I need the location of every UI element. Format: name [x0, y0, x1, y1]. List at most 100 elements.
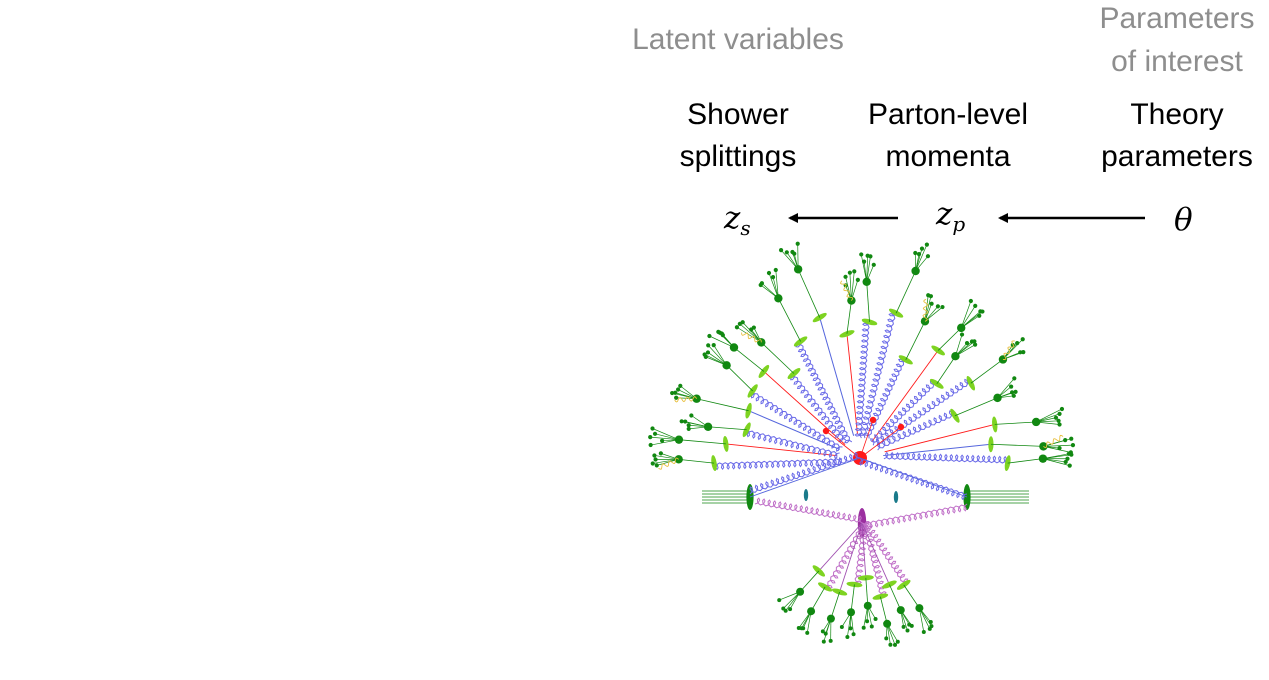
hadron-line: [841, 612, 852, 628]
hadron-line: [718, 331, 735, 348]
gluon-line: [861, 522, 887, 597]
hadron: [893, 642, 898, 647]
shower-splittings-label-line2: splittings: [680, 140, 797, 173]
hadron-line: [885, 623, 888, 639]
quark-line: [846, 333, 858, 435]
hadron-line: [970, 359, 1004, 384]
shower-splittings-label-line1: Shower: [687, 98, 789, 131]
hadron: [1011, 393, 1016, 398]
hadron: [1009, 390, 1015, 395]
hadron-line: [1036, 413, 1060, 423]
parton-line: [748, 410, 840, 450]
cluster: [812, 565, 826, 577]
hadron: [907, 622, 912, 627]
hadron-line: [866, 281, 870, 322]
hadron-line: [905, 321, 926, 361]
symbol-z-p-base: z: [935, 196, 953, 232]
symbol-z-s-base: z: [723, 200, 741, 236]
hadron-line: [806, 611, 812, 633]
hadron-line: [961, 311, 983, 329]
hadron-line: [866, 256, 871, 282]
hadron: [1053, 415, 1059, 420]
hadron: [940, 304, 945, 310]
hadron-line: [652, 458, 679, 464]
hadron: [652, 453, 657, 458]
hadron: [675, 387, 681, 392]
hadron-line: [850, 612, 854, 635]
hadron: [654, 463, 659, 468]
hadron: [796, 626, 801, 631]
hadron-line: [726, 365, 753, 392]
photon-line: [1043, 434, 1064, 448]
hadron-line: [997, 392, 1013, 399]
hadron-line: [915, 255, 929, 272]
hadron-line: [900, 610, 904, 627]
hadron-line: [924, 296, 932, 322]
gluon-line: [859, 457, 968, 500]
hadron-line: [1036, 421, 1060, 425]
hadron-line: [919, 607, 932, 627]
hadron-line: [895, 270, 916, 314]
hadron-line: [886, 623, 896, 646]
cluster: [896, 579, 911, 590]
hadron: [1063, 438, 1068, 443]
hadron-line: [955, 342, 968, 357]
hadron-line: [867, 605, 876, 620]
hadron-line: [846, 300, 852, 334]
gluon-line: [870, 380, 937, 446]
hadron: [711, 343, 716, 348]
hadron: [777, 598, 782, 603]
hadron: [792, 251, 797, 256]
hadron: [674, 395, 679, 400]
parton-line: [859, 457, 968, 498]
parameters-of-interest-label-line2: of interest: [1111, 45, 1243, 78]
hadron: [913, 250, 918, 256]
hadron: [740, 320, 745, 325]
hadron-line: [919, 608, 925, 633]
gluon-line: [861, 520, 909, 585]
hadron: [924, 242, 929, 247]
quark-line: [825, 430, 861, 459]
parton-line: [861, 522, 867, 578]
hadron-line: [994, 421, 1037, 425]
hadron-line: [879, 596, 888, 624]
hadron: [895, 639, 900, 644]
gluon-line: [790, 373, 847, 443]
hadron: [1013, 389, 1018, 394]
hadron: [683, 419, 688, 424]
hadron: [888, 642, 893, 647]
hadron-line: [760, 284, 779, 299]
hadron: [861, 625, 866, 630]
gluon-line: [713, 458, 843, 471]
gluon-line: [876, 410, 955, 451]
hadron: [1009, 384, 1014, 389]
hadron-line: [750, 329, 762, 343]
hadron: [1070, 442, 1076, 448]
hadron: [679, 419, 684, 424]
hadron: [972, 339, 977, 344]
hadron-line: [761, 282, 779, 299]
hadron: [929, 301, 934, 306]
hadron-line: [650, 436, 679, 441]
hadron-line: [778, 298, 801, 342]
hadron-line: [936, 355, 956, 385]
hadron-line: [919, 607, 931, 630]
hadron-line: [708, 426, 747, 431]
hadron: [1021, 350, 1026, 355]
hadron: [851, 632, 856, 637]
hadron: [973, 342, 978, 347]
gluon-line: [746, 429, 840, 460]
quark-line: [884, 423, 995, 453]
hadron-line: [847, 612, 852, 638]
hadron-line: [845, 276, 852, 301]
hadron-line: [822, 618, 832, 632]
hadron-line: [650, 439, 679, 446]
hadron: [964, 340, 970, 346]
hadron: [805, 630, 810, 635]
hadron: [751, 325, 756, 330]
hadron-line: [865, 577, 869, 606]
quark-line: [725, 443, 837, 456]
hadron-line: [681, 420, 709, 428]
hadron-line: [924, 306, 943, 322]
hadron-line: [675, 392, 697, 400]
